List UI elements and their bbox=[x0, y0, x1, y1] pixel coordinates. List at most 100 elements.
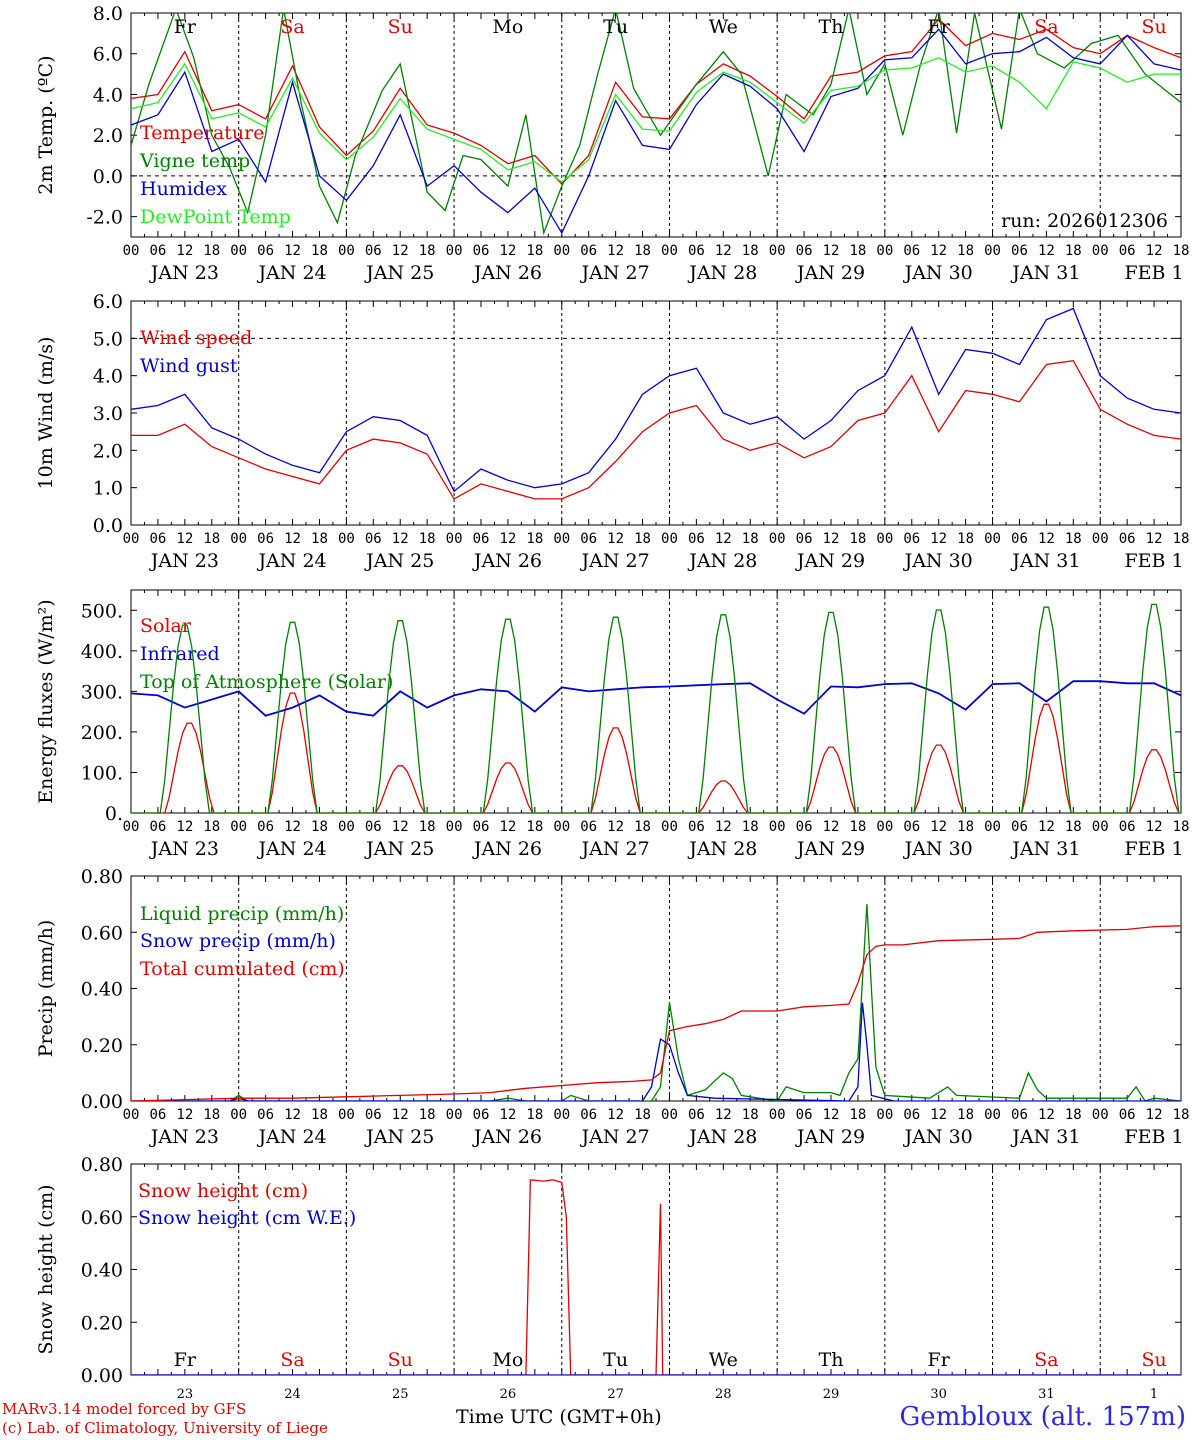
legend-infrared: Infrared bbox=[140, 643, 220, 665]
hour-tick-label: 06 bbox=[473, 1107, 490, 1123]
date-label: JAN 29 bbox=[795, 262, 865, 284]
y-tick-label: 100. bbox=[81, 762, 123, 784]
hour-tick-label: 00 bbox=[661, 1107, 678, 1123]
hour-tick-label: 00 bbox=[769, 1107, 786, 1123]
hour-tick-label: 00 bbox=[661, 531, 678, 547]
date-label: JAN 30 bbox=[903, 838, 973, 860]
series-line-wind-speed bbox=[131, 359, 1181, 500]
time-axis-label: Time UTC (GMT+0h) bbox=[456, 1406, 662, 1428]
y-tick-label: 0.80 bbox=[81, 1154, 123, 1176]
hour-tick-label: 00 bbox=[876, 1107, 893, 1123]
hour-tick-label: 06 bbox=[149, 819, 166, 835]
hour-tick-label: 18 bbox=[634, 243, 651, 259]
hour-tick-label: 06 bbox=[580, 1107, 597, 1123]
hour-tick-label: 00 bbox=[230, 243, 247, 259]
date-label: JAN 23 bbox=[149, 262, 219, 284]
date-label: JAN 25 bbox=[364, 1126, 434, 1148]
hour-tick-label: 12 bbox=[823, 531, 840, 547]
hour-tick-label: 00 bbox=[876, 531, 893, 547]
date-label: JAN 28 bbox=[687, 262, 757, 284]
date-label: JAN 31 bbox=[1010, 262, 1080, 284]
hour-tick-label: 00 bbox=[338, 243, 355, 259]
y-tick-label: 0.00 bbox=[81, 1365, 123, 1387]
date-label: JAN 26 bbox=[472, 1126, 542, 1148]
day-number-label: 30 bbox=[930, 1387, 947, 1402]
date-label: JAN 28 bbox=[687, 550, 757, 572]
hour-tick-label: 12 bbox=[715, 531, 732, 547]
hour-tick-label: 06 bbox=[1011, 243, 1028, 259]
date-label: FEB 1 bbox=[1124, 550, 1183, 572]
hour-tick-label: 12 bbox=[930, 531, 947, 547]
y-axis-label: Snow height (cm) bbox=[35, 1184, 57, 1354]
hour-tick-label: 12 bbox=[715, 243, 732, 259]
weekday-label: Mo bbox=[492, 16, 523, 38]
hour-tick-label: 06 bbox=[688, 819, 705, 835]
hour-tick-label: 06 bbox=[796, 819, 813, 835]
y-tick-label: 0.0 bbox=[93, 515, 123, 537]
legend-liquid-precip-mm-h-: Liquid precip (mm/h) bbox=[140, 903, 344, 925]
hour-tick-label: 12 bbox=[284, 243, 301, 259]
hour-tick-label: 00 bbox=[446, 819, 463, 835]
hour-tick-label: 12 bbox=[392, 531, 409, 547]
hour-tick-label: 18 bbox=[849, 819, 866, 835]
day-number-label: 24 bbox=[284, 1387, 301, 1402]
y-tick-label: 200. bbox=[81, 722, 123, 744]
hour-tick-label: 18 bbox=[849, 243, 866, 259]
day-number-label: 31 bbox=[1038, 1387, 1055, 1402]
y-tick-label: 6.0 bbox=[93, 44, 123, 66]
hour-tick-label: 00 bbox=[123, 1107, 140, 1123]
date-label: JAN 31 bbox=[1010, 1126, 1080, 1148]
hour-tick-label: 06 bbox=[796, 1107, 813, 1123]
hour-tick-label: 00 bbox=[769, 531, 786, 547]
hour-tick-label: 12 bbox=[176, 531, 193, 547]
day-number-label: 25 bbox=[392, 1387, 409, 1402]
y-axis-label: Precip (mm/h) bbox=[35, 920, 57, 1058]
weekday-label: Mo bbox=[492, 1349, 523, 1371]
hour-tick-label: 18 bbox=[203, 531, 220, 547]
legend-temperature: Temperature bbox=[140, 122, 264, 144]
date-label: JAN 27 bbox=[580, 1126, 650, 1148]
hour-tick-label: 18 bbox=[634, 531, 651, 547]
weekday-label: Sa bbox=[280, 16, 304, 38]
weekday-label: Sa bbox=[1034, 1349, 1058, 1371]
date-label: JAN 24 bbox=[256, 1126, 326, 1148]
hour-tick-label: 00 bbox=[1092, 531, 1109, 547]
hour-tick-label: 18 bbox=[203, 819, 220, 835]
weekday-label: Th bbox=[819, 1349, 844, 1371]
hour-tick-label: 18 bbox=[311, 819, 328, 835]
date-label: JAN 26 bbox=[472, 838, 542, 860]
hour-tick-label: 18 bbox=[849, 1107, 866, 1123]
weekday-label: Th bbox=[819, 16, 844, 38]
legend-dewpoint-temp: DewPoint Temp bbox=[140, 206, 291, 228]
run-label: run: 2026012306 bbox=[1001, 210, 1168, 232]
hour-tick-label: 00 bbox=[769, 819, 786, 835]
legend-vigne-temp: Vigne temp bbox=[139, 150, 250, 172]
y-tick-label: 4.0 bbox=[93, 84, 123, 106]
y-tick-label: 2.0 bbox=[93, 125, 123, 147]
hour-tick-label: 06 bbox=[903, 1107, 920, 1123]
y-tick-label: 400. bbox=[81, 641, 123, 663]
hour-tick-label: 18 bbox=[1065, 243, 1082, 259]
hour-tick-label: 06 bbox=[1011, 531, 1028, 547]
y-tick-label: 0.80 bbox=[81, 866, 123, 888]
y-tick-label: 0.20 bbox=[81, 1312, 123, 1334]
model-credit: MARv3.14 model forced by GFS bbox=[2, 1400, 247, 1418]
y-tick-label: 300. bbox=[81, 681, 123, 703]
hour-tick-label: 18 bbox=[849, 531, 866, 547]
y-tick-label: 5.0 bbox=[93, 328, 123, 350]
weekday-label: Sa bbox=[1034, 16, 1058, 38]
hour-tick-label: 18 bbox=[419, 243, 436, 259]
hour-tick-label: 00 bbox=[1092, 819, 1109, 835]
hour-tick-label: 12 bbox=[1146, 819, 1163, 835]
hour-tick-label: 00 bbox=[553, 243, 570, 259]
weekday-label: We bbox=[709, 1349, 738, 1371]
hour-tick-label: 06 bbox=[365, 531, 382, 547]
hour-tick-label: 12 bbox=[1038, 531, 1055, 547]
series-line-total-cumulated-cm- bbox=[131, 925, 1181, 1101]
y-tick-label: 8.0 bbox=[93, 3, 123, 25]
date-label: JAN 28 bbox=[687, 1126, 757, 1148]
hour-tick-label: 18 bbox=[203, 1107, 220, 1123]
hour-tick-label: 18 bbox=[1173, 1107, 1190, 1123]
hour-tick-label: 06 bbox=[257, 819, 274, 835]
